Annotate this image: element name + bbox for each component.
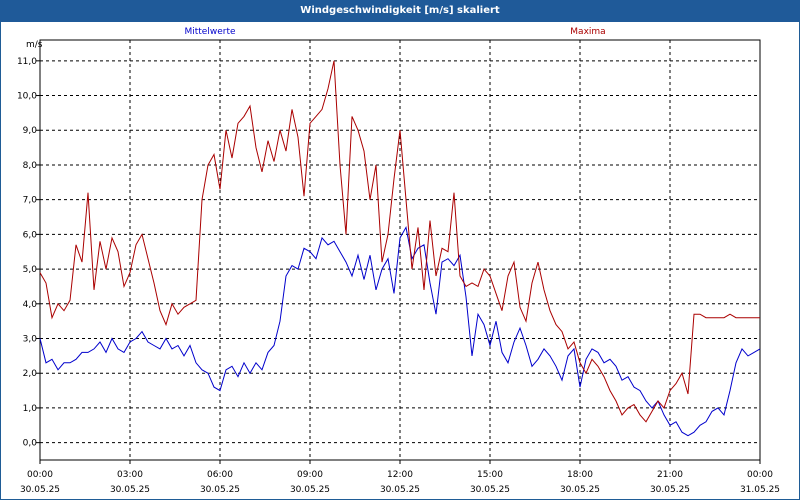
legend-maxima: Maxima — [570, 27, 605, 37]
x-tick-time: 00:00 — [27, 470, 53, 480]
y-axis: 0,0 1,0 2,0 3,0 4,0 5,0 6,0 7,0 8,0 9,0 10,0 11,0 — [17, 57, 40, 449]
x-tick-date: 30.05.25 — [560, 485, 600, 495]
x-tick-time: 12:00 — [387, 470, 413, 480]
x-tick-date: 30.05.25 — [110, 485, 150, 495]
x-tick-time: 06:00 — [207, 470, 233, 480]
y-tick-label: 8,0 — [23, 161, 38, 171]
legend-mittelwerte: Mittelwerte — [184, 27, 235, 37]
x-tick-date: 31.05.25 — [740, 485, 780, 495]
x-tick-time: 15:00 — [477, 470, 503, 480]
series-lines — [39, 60, 761, 437]
x-tick-time: 09:00 — [297, 470, 323, 480]
y-tick-label: 3,0 — [23, 335, 38, 345]
x-tick-date: 30.05.25 — [470, 485, 510, 495]
x-tick-time: 03:00 — [117, 470, 143, 480]
series-line-mittelwerte — [39, 225, 761, 437]
y-tick-label: 10,0 — [17, 92, 37, 102]
y-tick-label: 11,0 — [17, 57, 37, 67]
x-tick-date: 30.05.25 — [20, 485, 60, 495]
chart-title: Windgeschwindigkeit [m/s] skaliert — [0, 0, 800, 22]
series-line-maxima — [39, 60, 760, 423]
y-tick-label: 7,0 — [23, 196, 38, 206]
x-tick-date: 30.05.25 — [290, 485, 330, 495]
grid-lines — [40, 40, 760, 460]
y-tick-label: 2,0 — [23, 369, 38, 379]
x-axis: 00:00 30.05.25 03:00 30.05.25 06:00 30.05.25 0… — [20, 460, 780, 495]
y-tick-label: 6,0 — [23, 230, 38, 240]
y-tick-label: 1,0 — [23, 404, 38, 414]
y-tick-label: 5,0 — [23, 265, 38, 275]
x-tick-time: 18:00 — [567, 470, 593, 480]
x-tick-date: 30.05.25 — [200, 485, 240, 495]
y-axis-label: m/s — [26, 40, 43, 50]
y-tick-label: 9,0 — [23, 126, 38, 136]
y-tick-label: 4,0 — [23, 300, 38, 310]
x-tick-date: 30.05.25 — [380, 485, 420, 495]
x-tick-date: 30.05.25 — [650, 485, 690, 495]
x-tick-time: 21:00 — [657, 470, 683, 480]
y-tick-label: 0,0 — [23, 439, 38, 449]
x-tick-time: 00:00 — [747, 470, 773, 480]
